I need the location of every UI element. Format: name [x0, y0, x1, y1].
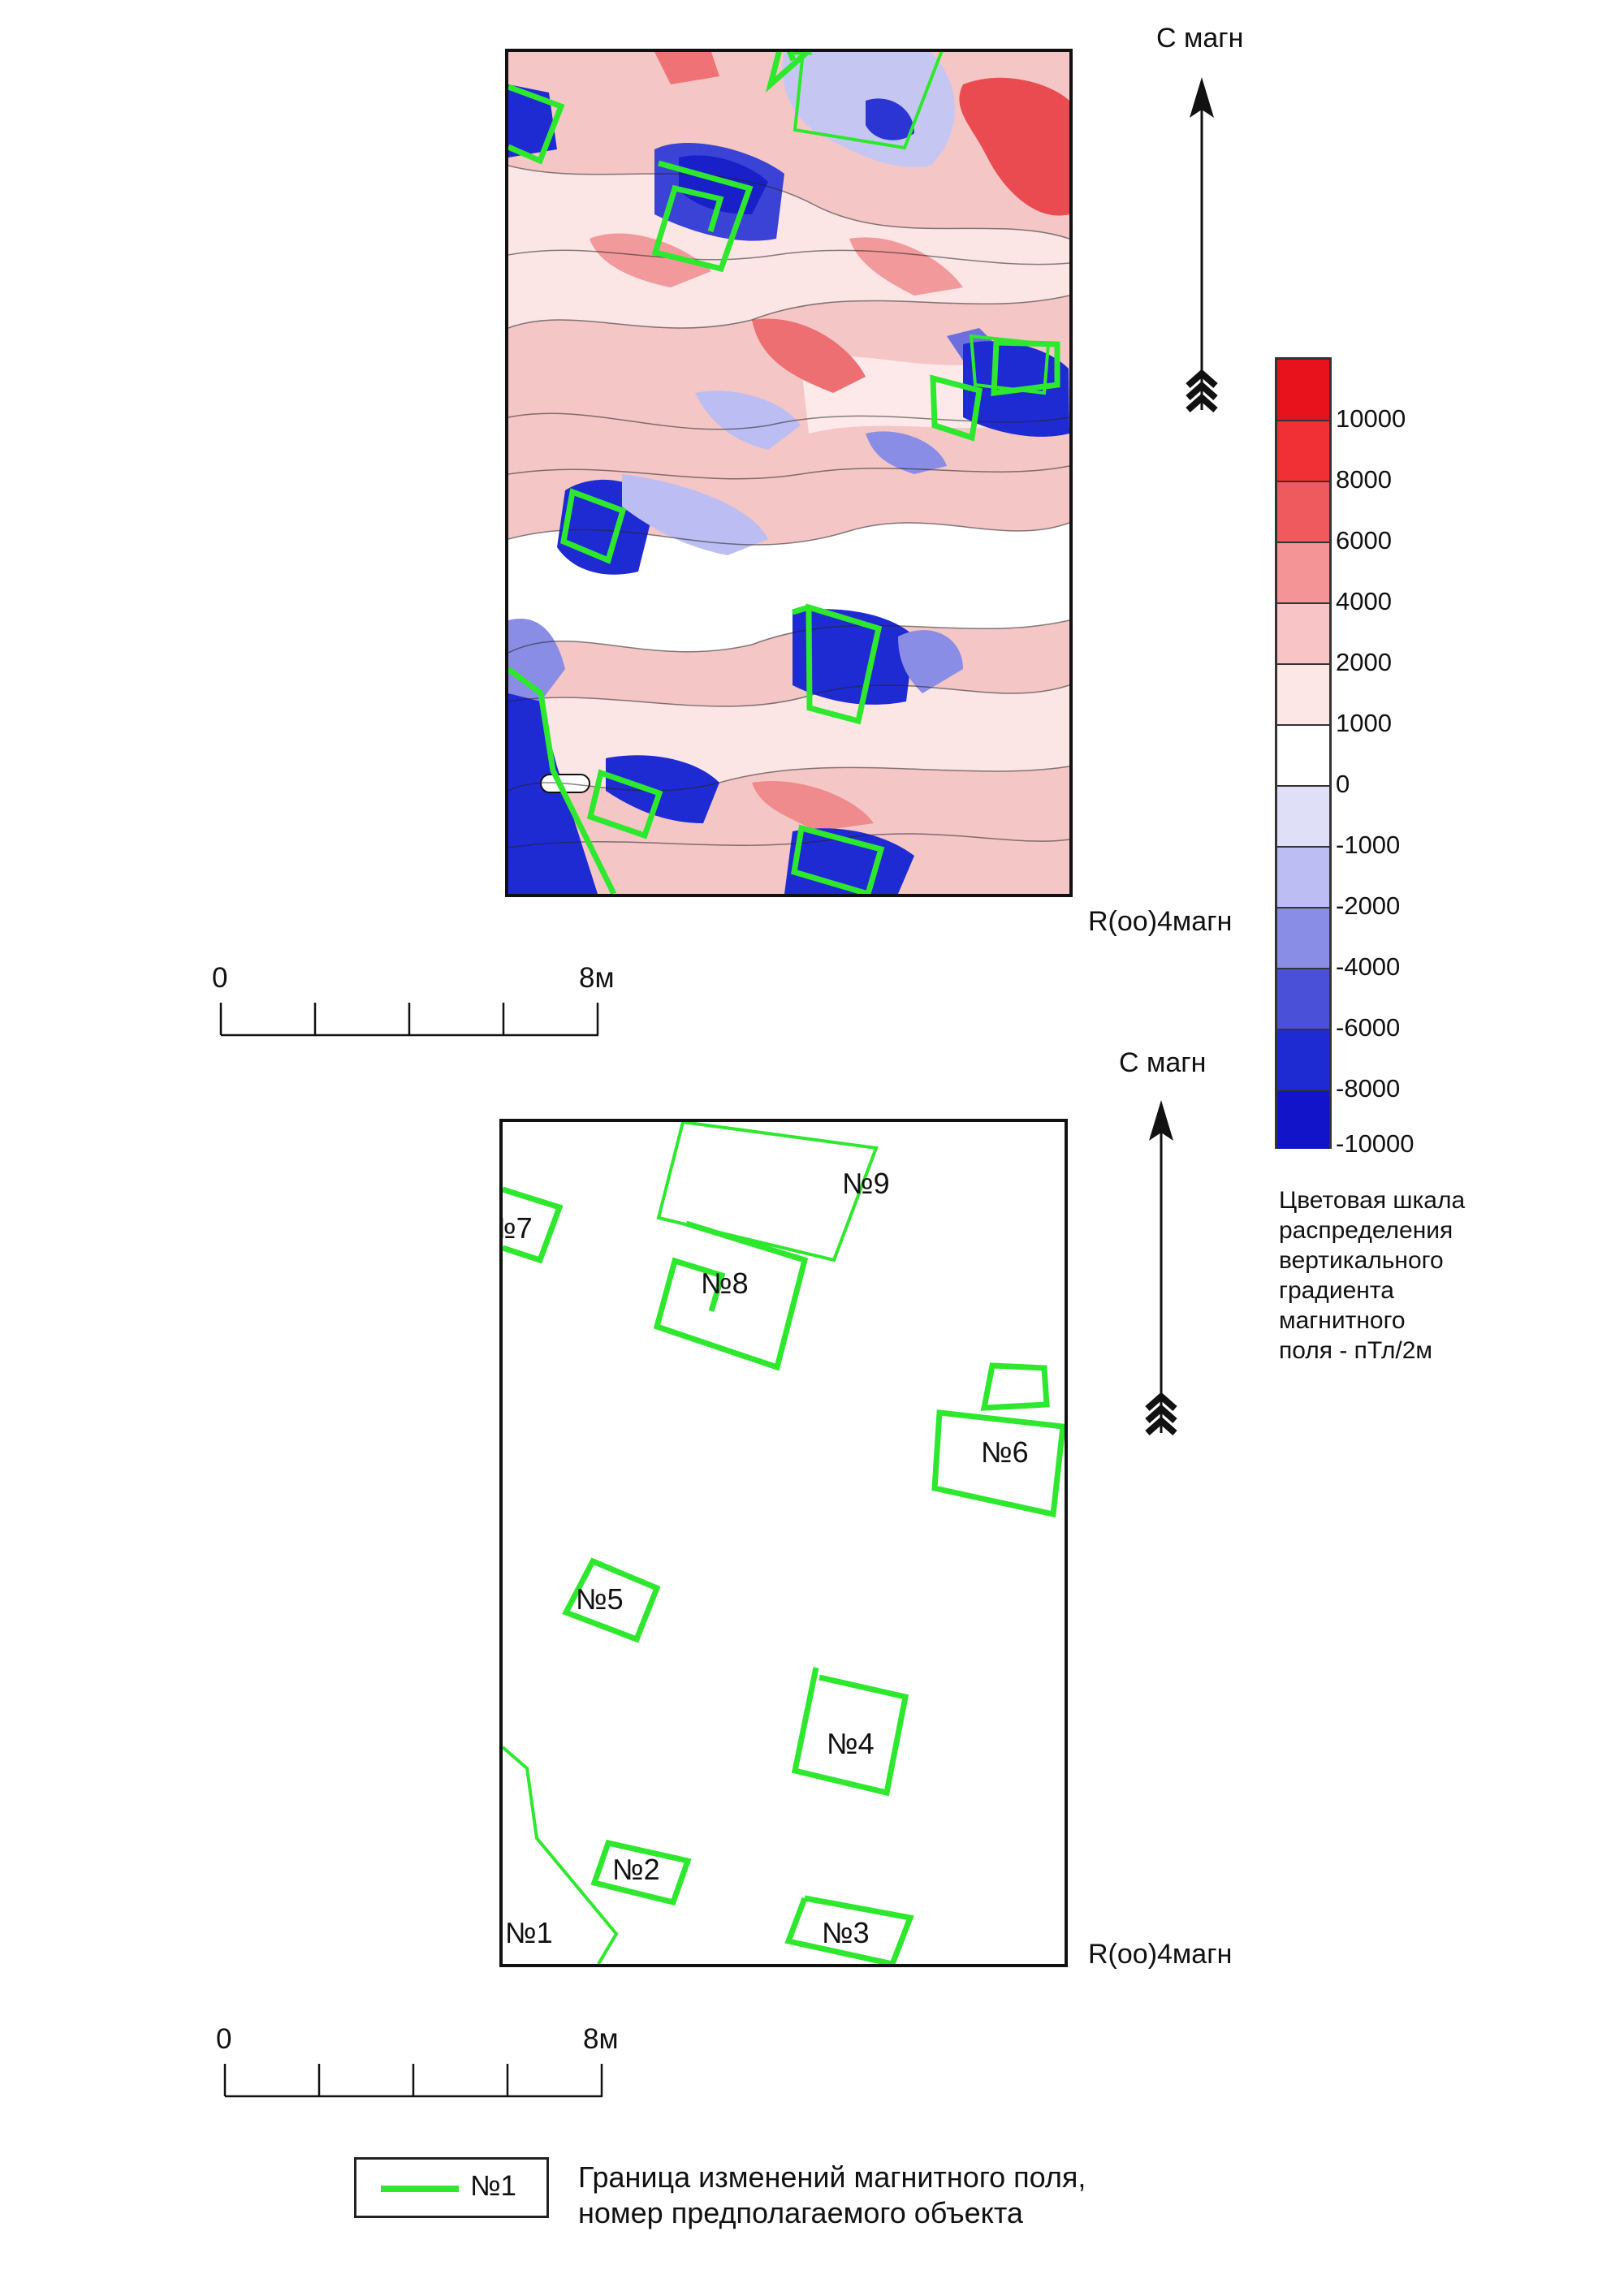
colorbar-tick: 2000 — [1336, 648, 1392, 676]
colorbar-tick: 10000 — [1336, 404, 1406, 433]
object-outline-4 — [791, 1667, 909, 1797]
object-outline-1 — [503, 1746, 619, 1964]
object-outline-9 — [656, 1122, 879, 1262]
object-outline-7 — [503, 1186, 564, 1264]
colorbar-tick: 1000 — [1336, 709, 1392, 737]
scale-start-top: 0 — [212, 962, 228, 994]
object-outlines — [503, 1122, 1065, 1964]
legend-sample-label: №1 — [470, 2170, 517, 2202]
object-label-3: №3 — [822, 1916, 870, 1949]
object-label-5: №5 — [576, 1582, 624, 1616]
object-label-2: №2 — [612, 1853, 660, 1886]
scale-bar-top — [219, 1003, 599, 1037]
object-label-1: №1 — [505, 1916, 553, 1949]
object-label-6: №6 — [981, 1435, 1029, 1469]
magnetic-field-raster — [508, 52, 1069, 894]
scale-bar-bottom — [223, 2064, 603, 2098]
legend-sample-box: №1 — [354, 2157, 549, 2218]
object-outline-2 — [590, 1839, 692, 1906]
object-label-4: №4 — [827, 1727, 875, 1760]
colorbar-tick: -1000 — [1336, 831, 1401, 859]
object-outline-6-small — [980, 1362, 1050, 1411]
colorbar: 10000 8000 6000 4000 2000 1000 0 -1000 -… — [1275, 357, 1415, 1158]
north-label-bottom: С магн — [1119, 1047, 1207, 1078]
north-arrow-icon — [1145, 1100, 1177, 1435]
interpretation-map: №9 №7 №8 №6 №5 №4 №2 №1 №3 — [499, 1119, 1068, 1967]
object-outline-6 — [931, 1409, 1065, 1518]
colorbar-tick: -2000 — [1336, 891, 1401, 920]
north-arrow-icon — [1186, 77, 1218, 412]
colorbar-tick: 6000 — [1336, 526, 1392, 555]
object-outline-8 — [653, 1220, 809, 1371]
colorbar-tick: 4000 — [1336, 587, 1392, 615]
object-label-8: №8 — [701, 1267, 749, 1300]
map-label-bottom: R(oo)4магн — [1088, 1939, 1233, 1970]
object-label-9: №9 — [842, 1167, 890, 1200]
scale-end-top: 8м — [579, 962, 615, 994]
colorbar-tick: 0 — [1336, 770, 1350, 798]
legend-line-sample — [381, 2186, 459, 2192]
magnetic-gradient-map — [505, 49, 1073, 897]
colorbar-caption: Цветовая шкала распределения вертикально… — [1279, 1187, 1466, 1364]
colorbar-tick: -10000 — [1336, 1129, 1415, 1158]
colorbar-tick: -6000 — [1336, 1013, 1401, 1042]
colorbar-tick: 8000 — [1336, 465, 1392, 494]
colorbar-tick: -8000 — [1336, 1074, 1401, 1103]
map-label-top: R(oo)4магн — [1088, 906, 1233, 937]
colorbar-tick: -4000 — [1336, 952, 1401, 981]
north-label-top: С магн — [1156, 23, 1244, 54]
object-outline-3 — [784, 1895, 914, 1964]
legend-text: Граница изменений магнитного поля, номер… — [578, 2160, 1086, 2229]
scale-end-bottom: 8м — [583, 2023, 619, 2055]
object-label-7: №7 — [503, 1211, 533, 1245]
scale-start-bottom: 0 — [216, 2023, 232, 2055]
object-outline-5 — [562, 1557, 661, 1643]
